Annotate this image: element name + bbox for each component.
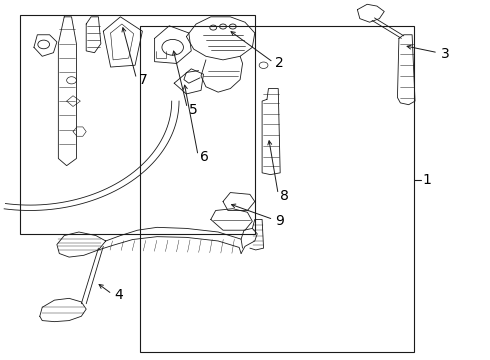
Text: 4: 4 xyxy=(114,288,123,302)
Text: 3: 3 xyxy=(441,47,449,61)
Bar xyxy=(140,26,414,352)
Text: 5: 5 xyxy=(189,103,198,117)
Text: 7: 7 xyxy=(139,73,147,87)
Text: 9: 9 xyxy=(275,214,284,228)
Text: 2: 2 xyxy=(275,57,284,71)
Text: 8: 8 xyxy=(280,189,289,203)
Text: 1: 1 xyxy=(422,173,431,187)
Bar xyxy=(20,15,255,234)
Text: 6: 6 xyxy=(200,150,209,165)
